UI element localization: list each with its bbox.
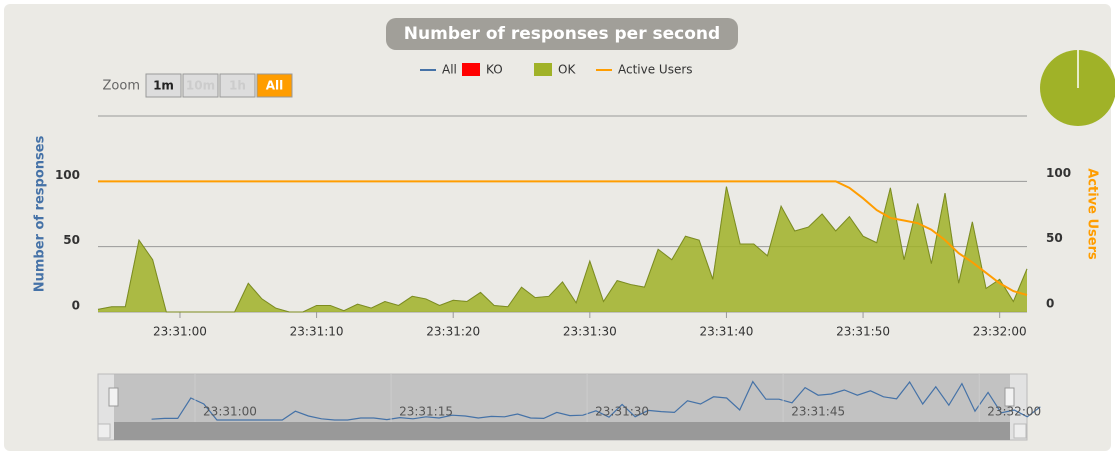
x-tick-label: 23:32:00 (973, 325, 1027, 339)
scroll-left[interactable] (97, 423, 111, 439)
y-axis-title: Number of responses (33, 135, 48, 292)
scroll-right[interactable] (1013, 423, 1027, 439)
line (98, 180, 1028, 296)
zoom-button[interactable] (182, 73, 219, 98)
zoom-button-label[interactable]: 10m (186, 79, 215, 93)
zoom-button-label[interactable]: 1h (229, 79, 246, 93)
y2-axis-title: Active Users (1085, 168, 1100, 260)
navigator-tick-label: 23:31:00 (203, 405, 257, 419)
y-tick-label: 0 (72, 299, 80, 313)
chart-title: Number of responses per second (404, 24, 720, 44)
navigator-tick-label: 23:32:00 (987, 405, 1041, 419)
legend-swatch (462, 63, 480, 76)
x-tick-label: 23:31:00 (153, 325, 207, 339)
x-tick-label: 23:31:50 (836, 325, 890, 339)
zoom-button[interactable] (256, 73, 293, 98)
navigator-tick-label: 23:31:15 (399, 405, 453, 419)
legend-label: All (442, 63, 457, 77)
x-tick-label: 23:31:40 (699, 325, 753, 339)
y2-tick-label: 50 (1046, 231, 1063, 245)
y-tick-label: 50 (63, 233, 80, 247)
y2-tick-label: 100 (1046, 166, 1071, 180)
area (98, 186, 1027, 312)
title-pill (386, 18, 738, 50)
x-tick-label: 23:31:10 (290, 325, 344, 339)
navigator-handle[interactable] (1004, 387, 1015, 407)
zoom-button[interactable] (219, 73, 256, 98)
navigator-line (151, 380, 1041, 421)
zoom-button-label[interactable]: All (266, 79, 284, 93)
zoom-button[interactable] (145, 73, 182, 98)
legend-label: OK (558, 63, 576, 77)
x-tick-label: 23:31:30 (563, 325, 617, 339)
legend-swatch (534, 63, 552, 76)
zoom-label: Zoom (103, 79, 140, 94)
zoom-button-label[interactable]: 1m (153, 79, 174, 93)
x-tick-label: 23:31:20 (426, 325, 480, 339)
legend-label: KO (486, 63, 503, 77)
y-tick-label: 100 (55, 168, 80, 182)
area-line (97, 186, 1028, 313)
y2-tick-label: 0 (1046, 297, 1054, 311)
navigator-tick-label: 23:31:45 (791, 405, 845, 419)
legend-label: Active Users (618, 63, 693, 77)
navigator-tick-label: 23:31:30 (595, 405, 649, 419)
zoom-buttons: 1m 10m 1h All (145, 73, 293, 98)
scrollbar-thumb[interactable] (114, 422, 1010, 440)
navigator-handle[interactable] (108, 387, 119, 407)
